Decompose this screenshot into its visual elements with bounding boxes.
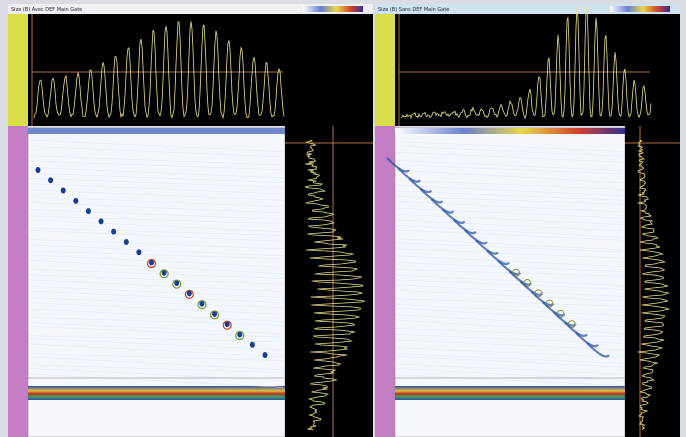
- indication: [250, 342, 255, 348]
- screenshot: Size (B) Avec DEF Main Gate Size (B) San…: [0, 0, 686, 437]
- indication: [263, 352, 268, 358]
- color-scale: [303, 6, 363, 12]
- back-wall-echo: [28, 386, 285, 400]
- back-wall-echo: [395, 386, 625, 400]
- indication: [136, 249, 141, 255]
- panel: Size (B) Avec DEF Main Gate: [8, 4, 373, 437]
- ascan: [28, 14, 373, 126]
- indication: [61, 188, 66, 194]
- color-scale: [610, 6, 670, 12]
- panel-title: Size (B) Avec DEF Main Gate: [11, 7, 82, 13]
- indication: [86, 208, 91, 214]
- bscan-ruler: [8, 126, 28, 437]
- profile: [285, 126, 373, 437]
- indication: [73, 198, 78, 204]
- indication: [111, 229, 116, 235]
- bscan-ruler: [375, 126, 395, 437]
- bscan-header: [28, 128, 285, 134]
- ascan-ruler: [375, 14, 395, 126]
- bscan-header: [395, 128, 625, 134]
- panel-title: Size (B) Sans DEF Main Gate: [378, 7, 449, 13]
- indication: [48, 177, 53, 183]
- profile: [625, 126, 680, 437]
- indication: [124, 239, 129, 245]
- indication: [99, 218, 104, 224]
- panel: Size (B) Sans DEF Main Gate: [375, 4, 680, 437]
- ascan-ruler: [8, 14, 28, 126]
- indication: [36, 167, 41, 173]
